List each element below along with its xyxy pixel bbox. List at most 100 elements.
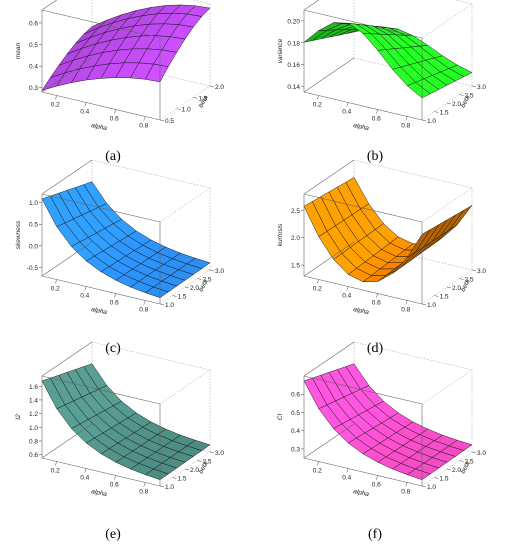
box-edge	[303, 423, 355, 459]
box-edge	[421, 3, 473, 39]
z-tick-label: 0.20	[287, 18, 300, 25]
x-axis: 0.2 0.4 0.6 0.8 alpha	[313, 279, 411, 316]
box-edge	[41, 375, 161, 405]
box-edge	[303, 375, 423, 405]
y-tick-mark	[459, 278, 464, 280]
x-tick-mark	[346, 102, 349, 107]
x-tick-mark	[317, 95, 319, 100]
panel-caption: (c)	[105, 341, 121, 356]
y-tick-mark	[159, 303, 165, 306]
z-tick-label: 0.16	[287, 62, 300, 69]
y-tick-label: 2.5	[465, 277, 474, 284]
z-tick-label: 0.4	[29, 64, 38, 71]
x-axis-label: alpha	[353, 488, 370, 498]
y-tick-label: 1.5	[440, 294, 449, 301]
surface-panel-e: 0.20.40.60.8alpha1.01.52.02.53.0beta0.60…	[15, 341, 224, 542]
panel-caption: (e)	[105, 527, 121, 542]
y-tick-mark	[172, 295, 177, 297]
y-tick-label: 1.5	[178, 294, 187, 301]
x-tick-mark	[55, 461, 57, 466]
z-tick-label: 2.5	[291, 208, 300, 215]
x-tick-mark	[114, 475, 116, 480]
surface-mesh	[303, 363, 473, 480]
x-tick-mark	[143, 482, 146, 487]
z-tick-label: 1.0	[29, 425, 38, 432]
x-tick-label: 0.6	[372, 482, 381, 489]
surface-facet	[407, 468, 431, 480]
x-tick-mark	[114, 293, 116, 298]
x-tick-mark	[317, 461, 319, 466]
box-edge	[41, 159, 93, 195]
z-tick-label: 0.14	[287, 84, 300, 91]
y-tick-mark	[159, 119, 165, 122]
x-tick-label: 0.2	[51, 102, 60, 109]
z-tick-label: -0.5	[27, 265, 39, 272]
box-edge	[41, 91, 161, 121]
y-tick-mark	[184, 468, 190, 471]
z-axis-label: variance	[277, 38, 284, 63]
box-edge	[41, 193, 161, 223]
box-edge	[303, 91, 423, 121]
y-tick-mark	[421, 119, 427, 122]
z-tick-label: 0.6	[291, 392, 300, 399]
x-axis: 0.2 0.4 0.6 0.8 alpha	[51, 279, 149, 316]
z-axis: 0.3 0.4 0.5 0.6 CI	[277, 392, 304, 453]
z-tick-label: 0.5	[291, 410, 300, 417]
box-front-edges	[41, 341, 161, 487]
x-tick-label: 0.8	[139, 307, 148, 314]
x-tick-mark	[376, 109, 378, 114]
y-tick-label: 2.0	[452, 467, 461, 474]
box-edge	[41, 0, 58, 11]
z-tick-label: 0.5	[29, 222, 38, 229]
box-front-edges	[41, 159, 161, 305]
box-edge	[303, 341, 355, 377]
y-tick-mark	[471, 451, 477, 454]
y-tick-label: 2.0	[215, 84, 224, 91]
surface-mesh	[41, 4, 211, 91]
surface-mesh	[303, 177, 473, 283]
y-tick-mark	[421, 303, 427, 306]
x-axis: 0.2 0.4 0.6 0.8 alpha	[313, 461, 411, 498]
z-axis-label: skewness	[15, 220, 22, 249]
surface-panel-a: 0.20.40.60.8alpha0.51.01.52.0beta0.30.40…	[15, 0, 224, 164]
x-tick-label: 0.8	[139, 123, 148, 130]
z-axis-label: I2	[15, 414, 22, 420]
z-tick-label: 1.2	[29, 411, 38, 418]
z-axis-label: kurtosis	[277, 223, 284, 246]
z-tick-label: 0.6	[29, 20, 38, 27]
y-tick-label: 2.5	[203, 459, 212, 466]
z-tick-label: 0.8	[29, 438, 38, 445]
box-edge	[303, 457, 423, 487]
x-tick-label: 0.4	[342, 293, 351, 300]
y-tick-label: 3.0	[215, 450, 224, 457]
box-edge	[91, 341, 211, 371]
y-tick-label: 1.5	[198, 95, 207, 102]
x-axis-label: alpha	[91, 306, 108, 316]
x-tick-label: 0.6	[110, 300, 119, 307]
x-tick-label: 0.2	[51, 468, 60, 475]
y-tick-label: 3.0	[477, 84, 486, 91]
box-edge	[353, 341, 473, 371]
box-edge	[159, 187, 211, 223]
panel-caption: (a)	[105, 149, 121, 164]
box-edge	[303, 57, 355, 93]
box-edge	[41, 9, 161, 39]
z-tick-label: 0.18	[287, 40, 300, 47]
y-tick-mark	[209, 269, 215, 272]
z-axis: 0.3 0.4 0.5 0.6 mean	[15, 20, 42, 92]
y-tick-label: 2.0	[190, 467, 199, 474]
z-axis: -0.5 0.0 0.5 1.0 skewness	[15, 200, 42, 272]
x-tick-mark	[405, 300, 408, 305]
surface-panel-c: 0.20.40.60.8alpha1.01.52.02.53.0beta-0.5…	[15, 159, 224, 356]
y-tick-mark	[471, 85, 477, 88]
x-axis-label: alpha	[353, 306, 370, 316]
surface-facet	[145, 63, 169, 83]
y-tick-mark	[434, 295, 439, 297]
x-tick-mark	[346, 286, 349, 291]
x-tick-label: 0.8	[139, 489, 148, 496]
surface-facet	[407, 229, 431, 258]
box-edge	[159, 369, 211, 405]
